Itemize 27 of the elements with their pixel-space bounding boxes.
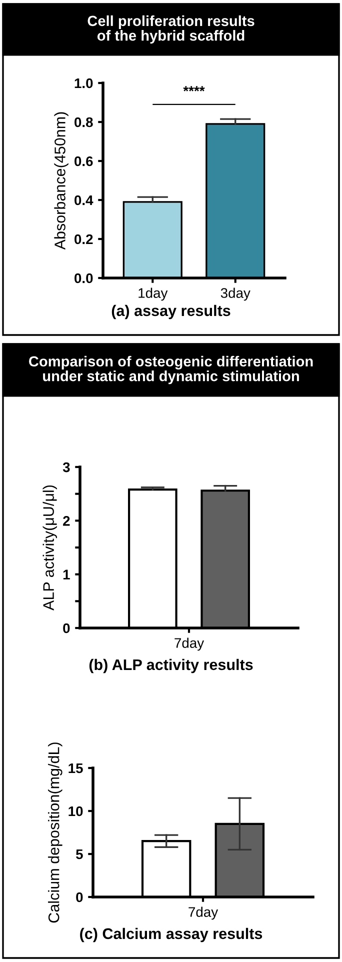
x-tick-label: 3day bbox=[220, 288, 250, 301]
text: (a) assay results bbox=[112, 304, 230, 320]
y-tick-label: 0.6 bbox=[74, 156, 93, 166]
y-axis-title: Absorbance(450nm) bbox=[54, 112, 68, 250]
chart-title: Cell proliferation results of the hybrid scaffold bbox=[88, 15, 254, 44]
y-tick-label: 0.8 bbox=[74, 117, 93, 128]
y-axis-title: ALP activity(μU/μl) bbox=[42, 485, 57, 610]
y-tick-label: 10 bbox=[68, 806, 83, 816]
y-tick-label: 0 bbox=[63, 623, 70, 634]
y-tick-label: 5 bbox=[76, 849, 83, 860]
y-tick-label: 3 bbox=[62, 462, 70, 472]
x-tick-label: 7day bbox=[188, 906, 218, 920]
text: (b) ALP activity results bbox=[89, 658, 253, 674]
y-tick-label: 1.0 bbox=[74, 78, 93, 88]
y-tick-label: 15 bbox=[68, 763, 83, 774]
y-tick-label: 0.0 bbox=[74, 273, 93, 284]
text: (c) Calcium assay results bbox=[80, 928, 262, 942]
annotation: **** bbox=[183, 86, 205, 92]
y-tick-label: 0.2 bbox=[74, 234, 93, 244]
x-tick-label: 1day bbox=[138, 288, 168, 301]
y-tick-label: 0 bbox=[76, 892, 83, 902]
y-tick-label: 0.4 bbox=[74, 195, 94, 206]
y-tick-label: 1 bbox=[63, 570, 70, 580]
x-tick-label: 7day bbox=[174, 638, 204, 651]
y-axis-title: Calcium deposition(mg/dL) bbox=[48, 742, 62, 923]
chart-title: Comparison of osteogenic differentiation under static and dynamic stimulation bbox=[29, 356, 313, 384]
y-tick-label: 2 bbox=[63, 516, 70, 526]
